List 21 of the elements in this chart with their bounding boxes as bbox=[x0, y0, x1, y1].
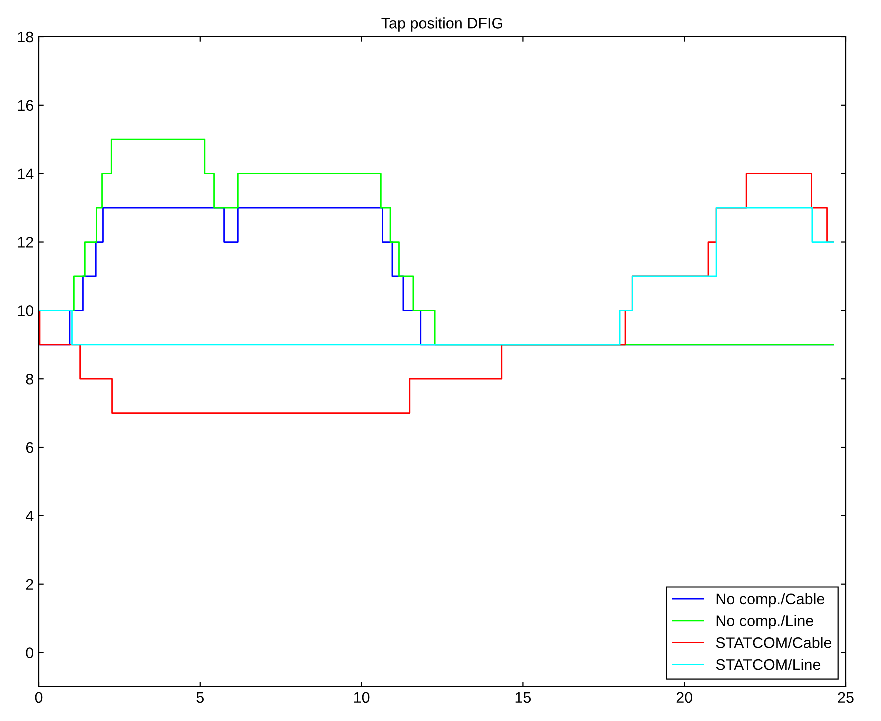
y-tick-label: 0 bbox=[26, 648, 34, 658]
y-tick-label: 4 bbox=[26, 510, 34, 522]
y-tick-label: 18 bbox=[18, 32, 34, 43]
x-tick-label: 10 bbox=[354, 692, 370, 704]
y-tick-label: 2 bbox=[26, 579, 34, 590]
x-tick-label: 25 bbox=[838, 692, 854, 704]
y-tick-label: 16 bbox=[18, 100, 34, 112]
y-tick-label: 8 bbox=[26, 374, 34, 385]
y-tick-label: 14 bbox=[18, 168, 34, 180]
chart-title: Tap position DFIG bbox=[382, 18, 502, 32]
legend-label: No comp./Line bbox=[716, 615, 814, 630]
y-tick-label: 12 bbox=[18, 237, 34, 248]
x-tick-label: 20 bbox=[676, 692, 692, 704]
x-tick-label: 5 bbox=[196, 692, 204, 704]
x-tick-label: 15 bbox=[516, 692, 532, 704]
y-tick-label: 10 bbox=[18, 306, 34, 316]
legend-label: No comp./Cable bbox=[716, 593, 825, 608]
legend-label: STATCOM/Cable bbox=[716, 637, 832, 648]
legend-label: STATCOM/Line bbox=[716, 659, 821, 670]
y-tick-label: 6 bbox=[26, 442, 34, 454]
x-tick-label: 0 bbox=[35, 692, 43, 704]
